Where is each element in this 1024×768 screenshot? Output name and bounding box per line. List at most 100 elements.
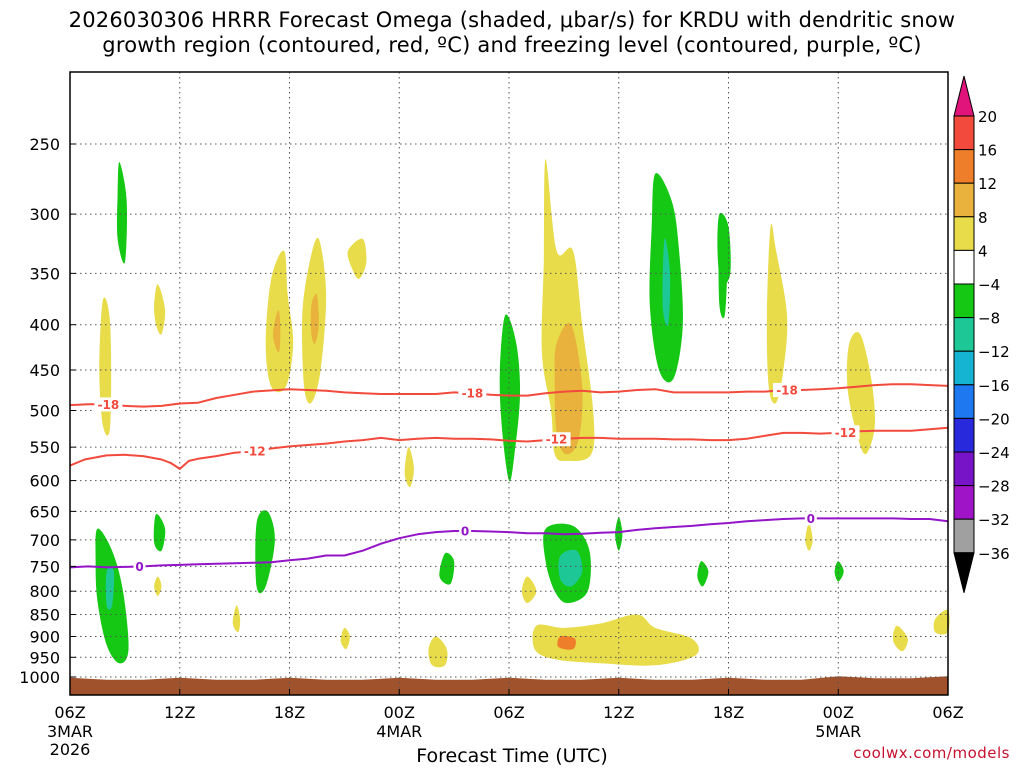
y-tick-label: 400 bbox=[29, 316, 60, 335]
isotherm-label: -12 bbox=[835, 426, 857, 440]
isotherm-label: 0 bbox=[807, 512, 815, 526]
y-tick-label: 300 bbox=[29, 205, 60, 224]
omega-region bbox=[892, 625, 908, 652]
omega-region bbox=[105, 567, 115, 610]
y-tick-label: 700 bbox=[29, 531, 60, 550]
x-tick-year: 2026 bbox=[50, 740, 91, 759]
omega-shading bbox=[95, 159, 950, 668]
omega-region bbox=[153, 513, 166, 552]
omega-region bbox=[933, 609, 950, 635]
colorbar-swatch bbox=[953, 317, 975, 352]
x-tick-label: 12Z bbox=[164, 703, 195, 722]
omega-region bbox=[557, 635, 576, 650]
omega-region bbox=[766, 223, 788, 404]
isotherm-contours: -18 -18 -18 -12 -12 -12 0 0 0 bbox=[69, 382, 949, 574]
chart-title-line1: 2026030306 HRRR Forecast Omega (shaded, … bbox=[68, 8, 956, 32]
x-axis-label: Forecast Time (UTC) bbox=[416, 745, 608, 767]
colorbar-label: −36 bbox=[978, 545, 1010, 563]
y-tick-label: 350 bbox=[29, 264, 60, 283]
omega-region bbox=[532, 614, 699, 666]
x-tick-date: 3MAR bbox=[47, 722, 93, 741]
colorbar-bottom-arrow bbox=[953, 552, 975, 593]
colorbar-label: −8 bbox=[978, 310, 1000, 328]
x-tick-label: 00Z bbox=[384, 703, 415, 722]
omega-region bbox=[310, 293, 319, 344]
gridlines bbox=[69, 72, 949, 695]
y-tick-label: 450 bbox=[29, 361, 60, 380]
colorbar-label: −4 bbox=[978, 276, 1000, 294]
colorbar-swatch bbox=[953, 417, 975, 453]
colorbar-label: −28 bbox=[978, 478, 1010, 496]
isotherm-label: -12 bbox=[244, 445, 266, 459]
x-tick-label: 12Z bbox=[603, 703, 634, 722]
omega-region bbox=[428, 636, 448, 668]
isotherm-label: -12 bbox=[546, 433, 568, 447]
omega-region bbox=[232, 605, 241, 633]
y-tick-label: 800 bbox=[29, 582, 60, 601]
isotherm-label-bg bbox=[94, 397, 123, 412]
omega-region bbox=[273, 310, 281, 353]
omega-region bbox=[697, 561, 709, 587]
omega-region bbox=[116, 161, 128, 264]
y-tick-label: 850 bbox=[29, 606, 60, 625]
isotherm-label-bg bbox=[831, 425, 860, 440]
colorbar-swatch bbox=[953, 149, 975, 184]
isotherm-label-bg bbox=[458, 386, 487, 401]
isotherm-label: -18 bbox=[98, 398, 120, 412]
colorbar-label: 4 bbox=[978, 242, 988, 260]
x-tick-label: 18Z bbox=[713, 703, 744, 722]
omega-region bbox=[404, 447, 414, 488]
omega-region bbox=[521, 576, 537, 603]
isotherm-label-bg bbox=[133, 559, 146, 574]
colorbar-swatch bbox=[953, 350, 975, 386]
isotherm-label: -18 bbox=[776, 383, 798, 397]
chart-title: 2026030306 HRRR Forecast Omega (shaded, … bbox=[0, 8, 1024, 58]
isotherm-label-bg bbox=[804, 511, 817, 526]
omega-region bbox=[662, 238, 671, 327]
y-tick-label: 950 bbox=[29, 648, 60, 667]
y-axis-ticks: 250 300 350 400 450 500 550 600 650 700 750 800 850 9… bbox=[19, 135, 76, 687]
colorbar-swatch bbox=[953, 451, 975, 487]
omega-region bbox=[340, 627, 350, 650]
omega-region bbox=[834, 561, 844, 582]
colorbar-swatch bbox=[953, 485, 975, 520]
x-tick-date: 5MAR bbox=[815, 722, 861, 741]
colorbar-swatch bbox=[953, 182, 975, 218]
chart-title-line2: growth region (contoured, red, ºC) and f… bbox=[102, 33, 922, 57]
colorbar: 20 16 12 8 4 −4 −8 −12 −16 −20 −24 −28 −32 −36 bbox=[953, 75, 1010, 593]
colorbar-label: 8 bbox=[978, 209, 988, 227]
isotherm-0 bbox=[69, 517, 949, 569]
omega-region bbox=[558, 549, 583, 587]
colorbar-swatch bbox=[953, 115, 975, 151]
x-tick-label: 06Z bbox=[932, 703, 963, 722]
isotherm-label-bg bbox=[459, 523, 472, 538]
colorbar-swatch bbox=[953, 249, 975, 285]
x-tick-label: 06Z bbox=[54, 703, 85, 722]
omega-region bbox=[347, 238, 367, 279]
x-tick-label: 00Z bbox=[823, 703, 854, 722]
omega-region bbox=[615, 517, 623, 551]
colorbar-label: −12 bbox=[978, 343, 1010, 361]
omega-region bbox=[554, 322, 583, 455]
colorbar-label: −24 bbox=[978, 444, 1010, 462]
colorbar-label: −20 bbox=[978, 410, 1010, 428]
omega-region bbox=[718, 242, 727, 319]
x-tick-date: 4MAR bbox=[376, 722, 422, 741]
omega-region bbox=[255, 510, 275, 594]
isotherm--12 bbox=[69, 426, 949, 470]
y-tick-label: 500 bbox=[29, 402, 60, 421]
colorbar-top-arrow bbox=[953, 75, 975, 117]
y-tick-label: 550 bbox=[29, 438, 60, 457]
omega-region bbox=[439, 552, 455, 585]
y-tick-label: 650 bbox=[29, 502, 60, 521]
omega-region bbox=[846, 331, 876, 455]
colorbar-label: −16 bbox=[978, 377, 1010, 395]
y-tick-label: 750 bbox=[29, 557, 60, 576]
colorbar-label: −32 bbox=[978, 511, 1010, 529]
isotherm--18 bbox=[69, 383, 949, 408]
colorbar-label: 20 bbox=[978, 108, 997, 126]
credit-link[interactable]: coolwx.com/models bbox=[853, 744, 1010, 762]
colorbar-label: 12 bbox=[978, 175, 997, 193]
colorbar-swatch bbox=[953, 384, 975, 419]
